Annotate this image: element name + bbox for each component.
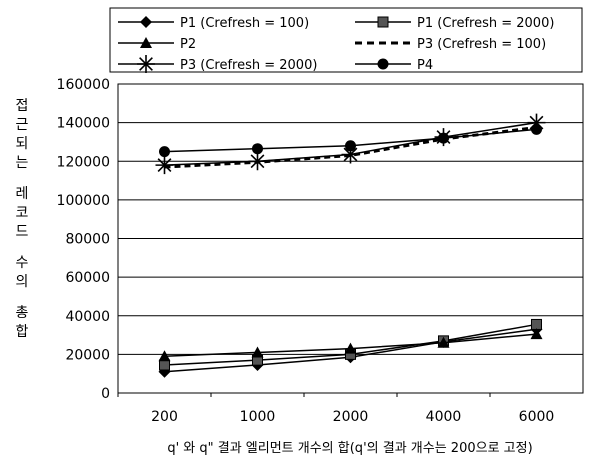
y-tick-label: 100000: [57, 193, 110, 209]
data-point: [530, 328, 543, 340]
data-point: [137, 55, 155, 73]
data-point: [159, 359, 170, 371]
legend-label: P1 (Crefresh = 2000): [417, 16, 554, 31]
legend-label: P4: [417, 58, 433, 73]
y-tick-label: 80000: [65, 232, 110, 248]
data-point: [158, 350, 171, 362]
asterisk-stroke: [250, 154, 265, 169]
legend-label: P1 (Crefresh = 100): [180, 16, 309, 31]
y-tick-label: 0: [101, 386, 110, 402]
y-tick-label: 40000: [65, 309, 110, 325]
asterisk-stroke: [139, 57, 153, 71]
y-tick-label: 60000: [65, 270, 110, 286]
legend-box: [109, 7, 583, 73]
data-point: [159, 146, 170, 158]
x-axis-label: q' 와 q" 결과 엘리먼트 개수의 합(q'의 결과 개수는 200으로 고…: [167, 441, 532, 456]
data-point: [377, 16, 389, 28]
legend-label: P3 (Crefresh = 100): [417, 37, 546, 52]
series-6: [159, 123, 542, 158]
x-tick-label: 2000: [333, 409, 369, 425]
data-point: [140, 16, 152, 28]
data-point: [531, 318, 542, 330]
data-point: [251, 346, 264, 358]
legend-entry: P1 (Crefresh = 100): [118, 16, 309, 31]
data-point: [341, 145, 360, 164]
legend-entry: P2: [118, 37, 196, 52]
data-point: [252, 143, 263, 155]
legend-entry: P4: [355, 58, 433, 73]
legend-label: P2: [180, 37, 196, 52]
data-point: [437, 336, 450, 348]
x-tick-label: 6000: [519, 409, 555, 425]
x-tick-label: 200: [151, 409, 178, 425]
data-point: [377, 58, 389, 70]
legend-entry: P1 (Crefresh = 2000): [355, 16, 554, 31]
y-tick-label: 160000: [57, 77, 110, 93]
data-point: [531, 123, 542, 135]
data-point: [438, 132, 449, 144]
y-tick-label: 140000: [57, 116, 110, 132]
legend-entry: P3 (Crefresh = 100): [355, 37, 546, 52]
x-tick-label: 1000: [240, 409, 276, 425]
legend-entry: P3 (Crefresh = 2000): [118, 55, 317, 73]
plot-area-frame: [117, 83, 584, 394]
x-tick-label: 4000: [426, 409, 462, 425]
data-point: [248, 152, 267, 171]
data-point: [140, 37, 152, 48]
data-point: [344, 342, 357, 354]
series-3: [158, 328, 543, 362]
legend-label: P3 (Crefresh = 2000): [180, 58, 317, 73]
asterisk-stroke: [343, 147, 358, 162]
y-tick-label: 20000: [65, 347, 110, 363]
data-point: [155, 156, 174, 175]
data-point: [345, 140, 356, 152]
y-tick-label: 120000: [57, 154, 110, 170]
asterisk-stroke: [157, 158, 172, 173]
